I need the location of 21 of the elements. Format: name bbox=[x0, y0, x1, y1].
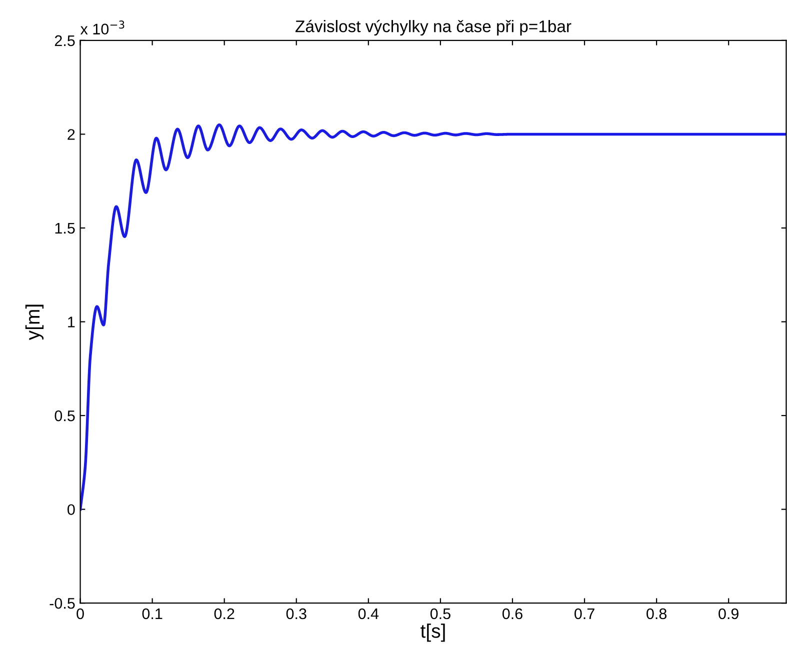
x-tick-label: 0.3 bbox=[286, 608, 306, 620]
x-tick-label: 0.9 bbox=[718, 608, 738, 620]
text: x 10$^{−3}$ bbox=[80, 20, 124, 34]
x-axis-title: t[s] bbox=[420, 624, 445, 642]
x-tick-label: 0.8 bbox=[646, 608, 667, 620]
y-axis-title: y[m] bbox=[25, 304, 44, 340]
y-tick-label: 1.5 bbox=[55, 223, 75, 234]
y-tick-label: 0 bbox=[68, 504, 75, 516]
y-tick-label: 1 bbox=[68, 316, 75, 328]
x-tick-label: 0.6 bbox=[502, 608, 522, 620]
y-tick-label: 2 bbox=[68, 129, 75, 140]
x-tick-label: 0.1 bbox=[142, 608, 162, 620]
x-tick-label: 0.7 bbox=[574, 608, 594, 620]
x-tick-label: 0 bbox=[76, 608, 84, 620]
x-tick-label: 0.5 bbox=[430, 608, 450, 620]
y-tick-label: 0.5 bbox=[54, 410, 75, 422]
x-tick-label: 0.2 bbox=[214, 608, 234, 620]
y-tick-label: 2.5 bbox=[54, 35, 75, 46]
x-tick-label: 0.4 bbox=[358, 608, 379, 620]
chart-title: Závislost výchylky na čase při p=1bar bbox=[296, 20, 572, 36]
y-tick-label: -0.5 bbox=[50, 598, 75, 609]
